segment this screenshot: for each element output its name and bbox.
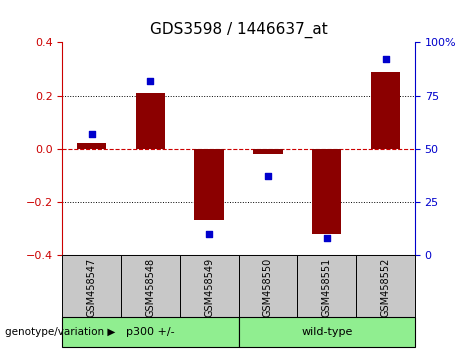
Text: p300 +/-: p300 +/- [126,327,175,337]
Bar [136,93,165,149]
Bar [297,255,356,317]
Bar [121,255,180,317]
Point [382,57,389,62]
Text: GSM458548: GSM458548 [145,258,155,317]
Bar [195,149,224,220]
Text: GSM458547: GSM458547 [87,258,97,317]
Text: wild-type: wild-type [301,327,352,337]
Text: genotype/variation ▶: genotype/variation ▶ [5,327,115,337]
Point [264,173,272,179]
Bar [180,255,239,317]
Text: GSM458550: GSM458550 [263,258,273,317]
Text: GSM458551: GSM458551 [322,258,332,317]
Bar [77,143,106,149]
Bar [62,317,239,347]
Bar [253,149,283,154]
Point [147,78,154,84]
Bar [239,255,297,317]
Bar [312,149,342,234]
Point [206,231,213,236]
Title: GDS3598 / 1446637_at: GDS3598 / 1446637_at [150,22,327,38]
Point [88,131,95,137]
Bar [356,255,415,317]
Bar [371,72,400,149]
Bar [239,317,415,347]
Text: GSM458549: GSM458549 [204,258,214,317]
Point [323,235,331,241]
Text: GSM458552: GSM458552 [380,258,390,317]
Bar [62,255,121,317]
